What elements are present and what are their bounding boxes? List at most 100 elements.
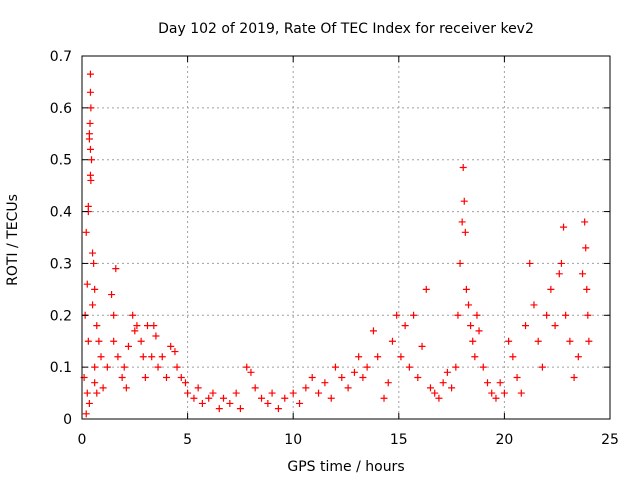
data-point xyxy=(90,259,98,267)
data-point xyxy=(574,353,582,361)
data-point xyxy=(99,384,107,392)
data-point xyxy=(327,394,335,402)
x-tick-label: 20 xyxy=(495,432,513,448)
data-point xyxy=(85,399,93,407)
data-point xyxy=(86,145,94,153)
data-point xyxy=(443,368,451,376)
data-point xyxy=(181,379,189,387)
data-point xyxy=(86,88,94,96)
data-point xyxy=(268,389,276,397)
data-point xyxy=(458,218,466,226)
data-point xyxy=(374,353,382,361)
data-point xyxy=(582,244,590,252)
data-point xyxy=(509,353,517,361)
x-tick-label: 15 xyxy=(390,432,408,448)
data-point xyxy=(579,270,587,278)
data-point xyxy=(460,197,468,205)
data-point xyxy=(108,291,116,299)
data-point xyxy=(141,374,149,382)
x-tick-label: 25 xyxy=(601,432,619,448)
data-point xyxy=(557,259,565,267)
data-point xyxy=(331,363,339,371)
data-point xyxy=(296,399,304,407)
data-point xyxy=(205,394,213,402)
data-point xyxy=(87,104,95,112)
data-point xyxy=(584,311,592,319)
data-point xyxy=(84,337,92,345)
data-point xyxy=(118,374,126,382)
data-point xyxy=(91,379,99,387)
data-point xyxy=(93,322,101,330)
y-tick-label: 0 xyxy=(63,412,72,428)
data-point xyxy=(215,405,223,413)
data-point xyxy=(251,384,259,392)
data-point xyxy=(258,394,266,402)
data-point xyxy=(454,311,462,319)
data-point xyxy=(426,384,434,392)
data-point xyxy=(439,379,447,387)
data-point xyxy=(190,394,198,402)
data-point xyxy=(198,399,206,407)
data-point xyxy=(131,327,139,335)
data-point xyxy=(112,265,120,273)
data-point xyxy=(492,394,500,402)
data-point xyxy=(452,363,460,371)
data-point xyxy=(247,368,255,376)
data-point xyxy=(562,311,570,319)
data-point xyxy=(87,176,95,184)
data-point xyxy=(209,389,217,397)
data-point xyxy=(220,394,228,402)
data-point xyxy=(110,337,118,345)
data-point xyxy=(91,285,99,293)
data-point xyxy=(139,353,147,361)
data-point xyxy=(129,311,137,319)
data-point xyxy=(124,342,132,350)
data-point xyxy=(585,337,593,345)
gridlines xyxy=(82,56,610,419)
data-point xyxy=(114,353,122,361)
data-point xyxy=(405,363,413,371)
y-tick-label: 0.3 xyxy=(50,256,72,272)
data-point xyxy=(83,389,91,397)
data-point xyxy=(321,379,329,387)
data-point xyxy=(359,374,367,382)
data-point xyxy=(226,399,234,407)
data-point xyxy=(461,228,469,236)
data-point xyxy=(583,285,591,293)
data-point xyxy=(162,374,170,382)
data-point xyxy=(338,374,346,382)
data-point xyxy=(393,311,401,319)
data-point xyxy=(505,337,513,345)
axis-ticks: 0 0.1 0.2 0.3 0.4 0.5 0.6 0.7 0 5 10 15 20 25 xyxy=(50,49,619,448)
data-point xyxy=(560,223,568,231)
data-point xyxy=(158,353,166,361)
chart-title: Day 102 of 2019, Rate Of TEC Index for r… xyxy=(158,21,534,37)
data-point xyxy=(91,363,99,371)
data-point xyxy=(467,322,475,330)
data-point xyxy=(530,301,538,309)
data-point xyxy=(93,389,101,397)
data-point xyxy=(462,285,470,293)
data-point xyxy=(475,327,483,335)
data-point xyxy=(488,389,496,397)
data-point xyxy=(581,218,589,226)
data-point xyxy=(274,405,282,413)
data-point xyxy=(517,389,525,397)
data-point xyxy=(388,337,396,345)
data-point xyxy=(456,259,464,267)
data-point xyxy=(410,311,418,319)
data-point xyxy=(243,363,251,371)
data-point xyxy=(500,389,508,397)
data-point xyxy=(369,327,377,335)
data-point xyxy=(83,280,91,288)
y-tick-label: 0.7 xyxy=(50,49,72,65)
data-point xyxy=(538,363,546,371)
data-point xyxy=(471,353,479,361)
data-point xyxy=(522,322,530,330)
data-point xyxy=(194,384,202,392)
data-point xyxy=(315,389,323,397)
y-tick-label: 0.6 xyxy=(50,101,72,117)
data-point xyxy=(547,285,555,293)
x-tick-label: 10 xyxy=(284,432,302,448)
x-axis-label: GPS time / hours xyxy=(287,459,404,475)
